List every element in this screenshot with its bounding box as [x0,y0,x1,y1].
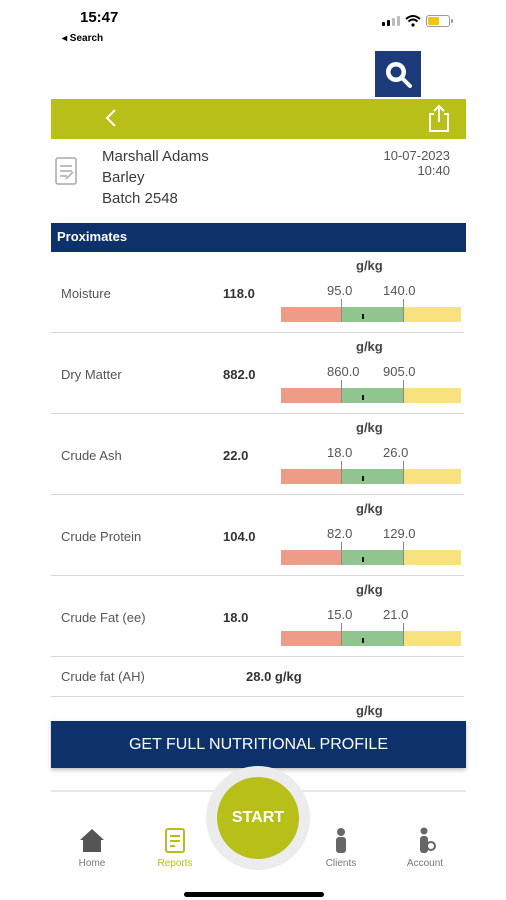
range-low: 860.0 [327,364,360,379]
measurement-label: Crude Fat (ee) [61,610,146,625]
tab-label: Clients [325,858,357,869]
search-logo-icon [386,62,412,88]
wifi-icon [405,15,421,27]
report-document-icon [55,157,77,185]
measurement-row-simple[interactable]: Crude fat (AH) 28.0 g/kg [51,657,464,697]
batch-number: Batch 2548 [102,190,178,207]
full-profile-button[interactable]: GET FULL NUTRITIONAL PROFILE [51,721,466,768]
measurement-unit: g/kg [356,339,383,354]
measurement-unit: g/kg [356,501,383,516]
measurement-label: Crude Ash [61,448,122,463]
value-marker [362,395,364,400]
measurement-row[interactable]: Crude Fat (ee) 18.0 g/kg 15.0 21.0 [51,576,464,657]
measurement-value: 882.0 [223,367,256,382]
range-low: 82.0 [327,526,353,541]
range-high: 26.0 [383,445,409,460]
measurement-label: Crude fat (AH) [61,669,145,684]
battery-icon [426,15,453,27]
value-marker [362,314,364,319]
measurement-label: Crude Protein [61,529,142,544]
report-datetime: 10-07-2023 10:40 [384,148,451,178]
range-gauge [281,461,461,484]
measurement-unit: g/kg [356,420,383,435]
value-marker [362,557,364,562]
range-gauge [281,542,461,565]
tab-label: Account [406,858,444,869]
measurement-value: 18.0 [223,610,249,625]
reports-icon [165,828,185,853]
status-icons [382,15,453,27]
range-low: 18.0 [327,445,353,460]
tab-home[interactable]: Home [62,826,122,869]
measurement-unit: g/kg [356,258,383,273]
range-high: 129.0 [383,526,416,541]
measurement-value: 22.0 [223,448,249,463]
tab-account[interactable]: Account [395,826,455,869]
home-indicator [184,892,324,897]
report-info: Marshall Adams Barley Batch 2548 [102,146,209,209]
range-gauge [281,299,461,322]
report-time: 10:40 [417,163,450,178]
measurement-unit: g/kg [356,582,383,597]
measurement-row[interactable]: Crude Protein 104.0 g/kg 82.0 129.0 [51,495,464,576]
tab-label: Reports [157,858,193,869]
range-gauge [281,623,461,646]
start-button[interactable]: START [217,777,299,859]
app-logo [375,51,421,97]
range-high: 140.0 [383,283,416,298]
share-icon[interactable] [426,104,452,134]
measurement-label: Moisture [61,286,111,301]
measurement-list: Moisture 118.0 g/kg 95.0 140.0 Dry Matte… [51,252,464,697]
bottom-tab-bar: START Home Reports Clients Account [0,766,506,880]
measurement-row[interactable]: Crude Ash 22.0 g/kg 18.0 26.0 [51,414,464,495]
value-marker [362,638,364,643]
status-time: 15:47 [80,9,119,26]
crop-name: Barley [102,169,145,186]
measurement-row[interactable]: Dry Matter 882.0 g/kg 860.0 905.0 [51,333,464,414]
report-date: 10-07-2023 [383,148,451,163]
range-high: 905.0 [383,364,416,379]
range-gauge [281,380,461,403]
range-high: 21.0 [383,607,409,622]
range-low: 95.0 [327,283,353,298]
back-chevron-icon[interactable] [101,105,121,131]
measurement-row[interactable]: Moisture 118.0 g/kg 95.0 140.0 [51,252,464,333]
tab-reports[interactable]: Reports [145,826,205,869]
tab-clients[interactable]: Clients [311,826,371,869]
header-bar [51,99,466,139]
section-header-proximates: Proximates [51,223,466,252]
person-icon [336,828,346,853]
measurement-value: 104.0 [223,529,256,544]
account-icon [420,827,436,853]
client-name: Marshall Adams [102,148,209,165]
measurement-value: 28.0 g/kg [246,669,302,684]
signal-icon [382,16,400,26]
value-marker [362,476,364,481]
range-low: 15.0 [327,607,353,622]
tab-label: Home [78,858,106,869]
measurement-label: Dry Matter [61,367,122,382]
home-icon [80,829,104,852]
status-back-link[interactable]: ◂ Search [62,33,104,44]
measurement-value: 118.0 [223,286,255,301]
measurement-unit: g/kg [356,703,383,718]
